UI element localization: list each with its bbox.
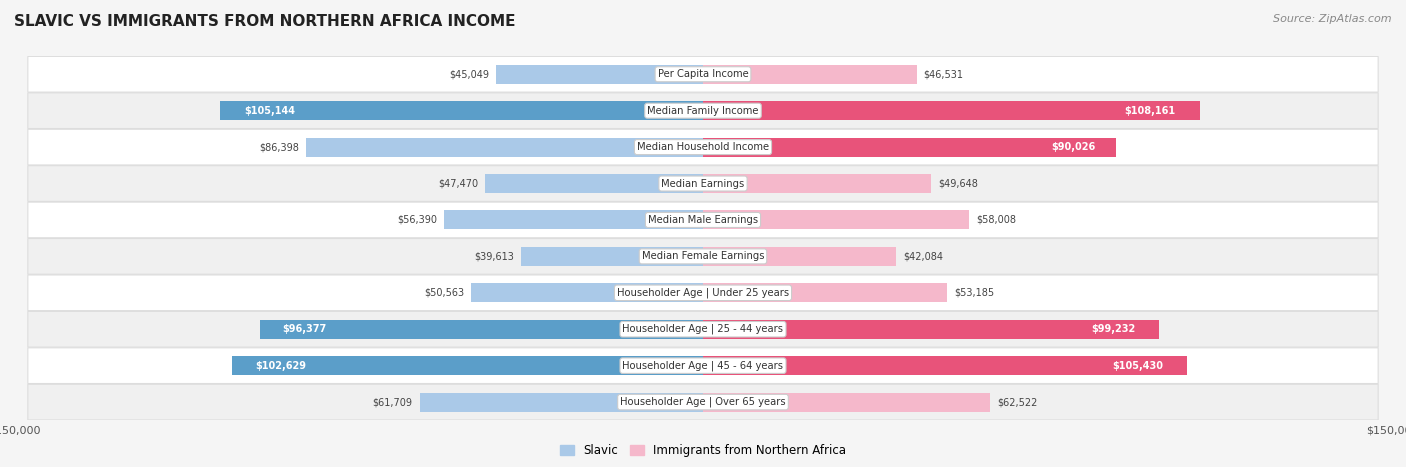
Text: $42,084: $42,084 xyxy=(903,251,943,262)
Text: $86,398: $86,398 xyxy=(260,142,299,152)
Text: Median Male Earnings: Median Male Earnings xyxy=(648,215,758,225)
Text: Householder Age | Over 65 years: Householder Age | Over 65 years xyxy=(620,397,786,407)
Bar xyxy=(703,138,1116,156)
Bar xyxy=(703,101,1199,120)
Text: SLAVIC VS IMMIGRANTS FROM NORTHERN AFRICA INCOME: SLAVIC VS IMMIGRANTS FROM NORTHERN AFRIC… xyxy=(14,14,516,29)
Text: $46,531: $46,531 xyxy=(924,69,963,79)
Bar xyxy=(522,247,703,266)
Bar xyxy=(703,174,931,193)
Text: $62,522: $62,522 xyxy=(997,397,1038,407)
Text: $105,144: $105,144 xyxy=(245,106,295,116)
Text: $58,008: $58,008 xyxy=(976,215,1017,225)
Text: $49,648: $49,648 xyxy=(938,178,977,189)
FancyBboxPatch shape xyxy=(28,348,1378,383)
FancyBboxPatch shape xyxy=(28,239,1378,274)
FancyBboxPatch shape xyxy=(28,166,1378,201)
Bar xyxy=(703,393,990,411)
Text: Per Capita Income: Per Capita Income xyxy=(658,69,748,79)
Bar xyxy=(703,247,896,266)
Legend: Slavic, Immigrants from Northern Africa: Slavic, Immigrants from Northern Africa xyxy=(555,439,851,462)
Text: $39,613: $39,613 xyxy=(474,251,515,262)
Bar xyxy=(496,65,703,84)
FancyBboxPatch shape xyxy=(28,93,1378,128)
Text: $105,430: $105,430 xyxy=(1112,361,1163,371)
Text: $50,563: $50,563 xyxy=(423,288,464,298)
FancyBboxPatch shape xyxy=(28,275,1378,311)
FancyBboxPatch shape xyxy=(28,57,1378,92)
FancyBboxPatch shape xyxy=(28,384,1378,420)
Text: $45,049: $45,049 xyxy=(449,69,489,79)
Bar xyxy=(703,320,1159,339)
Bar xyxy=(703,65,917,84)
Bar xyxy=(485,174,703,193)
Bar xyxy=(444,211,703,229)
Bar xyxy=(307,138,703,156)
FancyBboxPatch shape xyxy=(28,129,1378,165)
Text: Median Household Income: Median Household Income xyxy=(637,142,769,152)
Text: $99,232: $99,232 xyxy=(1091,324,1136,334)
Text: Householder Age | Under 25 years: Householder Age | Under 25 years xyxy=(617,288,789,298)
Text: Median Family Income: Median Family Income xyxy=(647,106,759,116)
Bar xyxy=(703,283,948,302)
Text: Source: ZipAtlas.com: Source: ZipAtlas.com xyxy=(1274,14,1392,24)
Text: $96,377: $96,377 xyxy=(283,324,326,334)
Bar xyxy=(703,356,1187,375)
Bar xyxy=(471,283,703,302)
Text: Householder Age | 45 - 64 years: Householder Age | 45 - 64 years xyxy=(623,361,783,371)
Text: $102,629: $102,629 xyxy=(256,361,307,371)
FancyBboxPatch shape xyxy=(28,311,1378,347)
Text: $61,709: $61,709 xyxy=(373,397,413,407)
Bar xyxy=(221,101,703,120)
Text: Householder Age | 25 - 44 years: Householder Age | 25 - 44 years xyxy=(623,324,783,334)
Text: Median Earnings: Median Earnings xyxy=(661,178,745,189)
Bar xyxy=(419,393,703,411)
Text: $47,470: $47,470 xyxy=(437,178,478,189)
FancyBboxPatch shape xyxy=(28,202,1378,238)
Text: $108,161: $108,161 xyxy=(1123,106,1175,116)
Bar xyxy=(260,320,703,339)
Text: $56,390: $56,390 xyxy=(396,215,437,225)
Text: Median Female Earnings: Median Female Earnings xyxy=(641,251,765,262)
Bar xyxy=(703,211,969,229)
Text: $90,026: $90,026 xyxy=(1052,142,1095,152)
Bar xyxy=(232,356,703,375)
Text: $53,185: $53,185 xyxy=(955,288,994,298)
